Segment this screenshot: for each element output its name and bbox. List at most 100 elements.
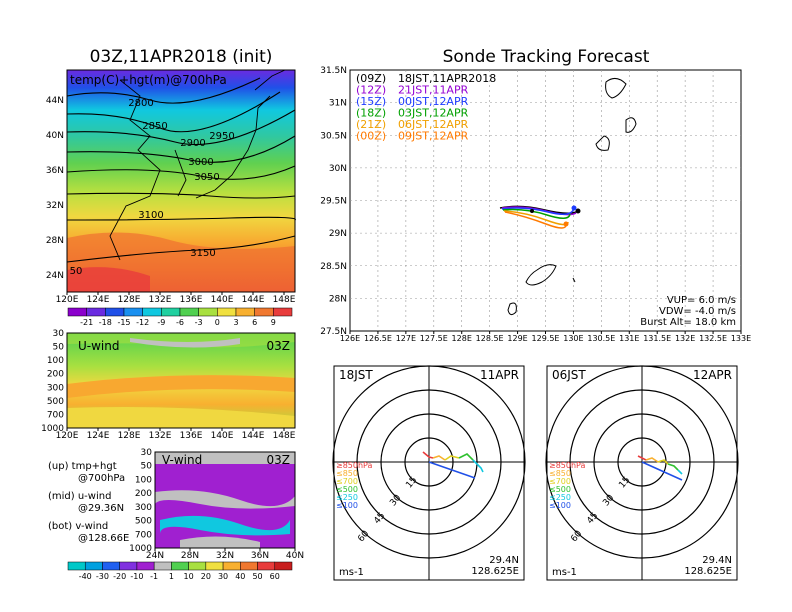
legend-jst: 09JST,12APR: [398, 130, 469, 143]
lat-tick-label: 30.5N: [320, 131, 347, 141]
track-end-point: [571, 205, 577, 211]
track-start-point: [530, 209, 534, 213]
lon-tick-label: 131E: [619, 334, 639, 343]
contour-label-group: 2800 2850 2900 2950 3000 3050 3100 3150 …: [70, 98, 235, 277]
u-wind-frame: [66, 332, 296, 429]
lon-tick-label: 120E: [56, 431, 79, 441]
legend-utc: (00Z): [356, 130, 386, 143]
colorbar-swatch: [240, 561, 258, 571]
contour-line: [66, 216, 296, 221]
lat-tick-label: 36N: [251, 551, 269, 561]
colorbar-swatch: [67, 307, 87, 317]
colorbar-label: 40: [235, 572, 245, 581]
contour-line: [66, 91, 281, 133]
colorbar-label: 3: [233, 318, 238, 327]
lon-axis: 120E 124E 128E 132E 136E 140E 144E 148E: [56, 292, 296, 305]
vup-text: VUP= 6.0 m/s: [667, 295, 736, 306]
wind-colorbar: -40 -30 -20 -10 -1 1 10 20 30 40 50 60: [67, 561, 293, 581]
lon-tick-label: 144E: [242, 431, 265, 441]
lon-tick-label: 128E: [118, 295, 141, 305]
colorbar-swatch: [273, 307, 293, 317]
lon-tick-label: 127.5E: [420, 334, 448, 343]
colorbar-label: 6: [252, 318, 257, 327]
pressure-tick-label: 1000: [129, 544, 152, 554]
lon-tick-label: 130.5E: [587, 334, 615, 343]
colorbar-label: 0: [215, 318, 220, 327]
hodo-unit: ms-1: [339, 567, 364, 578]
track-endpoints: [530, 205, 581, 227]
lon-tick-label: 144E: [242, 295, 265, 305]
lon-tick-label: 132.5E: [699, 334, 727, 343]
lon-tick-label: 136E: [180, 431, 203, 441]
hodo-trace: [422, 451, 434, 459]
lat-tick-label: 28.5N: [320, 262, 347, 272]
temp-map-frame: [66, 69, 296, 293]
island: [595, 135, 610, 151]
lon-tick-label: 120E: [56, 295, 79, 305]
lat-tick-label: 32N: [216, 551, 234, 561]
colorbar-label: 1: [169, 572, 174, 581]
colorbar-label: -21: [80, 318, 93, 327]
lat-tick-label: 27.5N: [320, 327, 347, 337]
colorbar-label: -6: [176, 318, 184, 327]
track-15z: [501, 207, 575, 215]
coast-japan: [195, 95, 271, 199]
hodo-level-label: ≤700: [336, 477, 358, 486]
colorbar-swatch: [179, 307, 199, 317]
colorbar-swatch: [123, 307, 143, 317]
hodo-lat: 29.4N: [489, 555, 519, 566]
contour-label: 2950: [209, 131, 234, 142]
legend-jst: 06JST,12APR: [398, 118, 469, 131]
pressure-tick-label: 30: [141, 448, 153, 458]
pressure-tick-label: 300: [47, 383, 64, 393]
hodo-lat: 29.4N: [702, 555, 732, 566]
track-params: VUP= 6.0 m/s VDW= -4.0 m/s Burst Alt= 18…: [640, 295, 736, 328]
colorbar-swatch: [274, 561, 293, 571]
contour-line: [66, 192, 296, 199]
colorbar-swatch: [119, 561, 138, 571]
colorbar-label: 9: [271, 318, 276, 327]
island: [625, 117, 637, 133]
hodo-time: 18JST: [339, 368, 373, 382]
lon-tick-label: 129E: [507, 334, 527, 343]
colorbar-label: 20: [201, 572, 211, 581]
note-up2: @700hPa: [78, 473, 125, 484]
legend-jst: 03JST,12APR: [398, 107, 469, 120]
colorbar-swatch: [254, 307, 274, 317]
coast-korea: [174, 149, 187, 197]
hodo-trace: [645, 457, 659, 463]
coastlines: [109, 69, 286, 261]
track-18z: [502, 208, 571, 219]
u-wind-yellow: [67, 407, 295, 428]
colorbar-swatch: [222, 561, 241, 571]
colorbar-label: -40: [79, 572, 92, 581]
contour-label: 50: [70, 266, 83, 277]
lat-tick-label: 28N: [329, 294, 347, 304]
lon-tick-label: 132E: [149, 295, 172, 305]
hodo-trace: [458, 453, 474, 461]
colorbar-swatch: [188, 561, 207, 571]
pressure-tick-label: 100: [47, 356, 64, 366]
pressure-tick-label: 200: [135, 489, 152, 499]
v-wind-cyan: [160, 515, 290, 536]
hodo-level-label: ≤100: [336, 501, 358, 510]
coast-china: [109, 79, 161, 261]
contour-line: [66, 77, 261, 104]
lon-tick-label: 124E: [87, 295, 110, 305]
pressure-tick-label: 700: [47, 410, 64, 420]
lon-tick-label: 128.5E: [476, 334, 504, 343]
colorbar-swatch: [102, 561, 120, 571]
contour-label: 3050: [194, 172, 219, 183]
hodo-trace: [444, 455, 460, 461]
contour-line: [66, 135, 296, 163]
colorbar-label: -15: [117, 318, 130, 327]
hodo-trace: [667, 463, 679, 471]
colorbar-swatch: [136, 561, 155, 571]
track-lon-axis: 126E 126.5E 127E 127.5E 128E 128.5E 129E 129.5E…: [340, 331, 751, 343]
lat-tick-label: 28N: [181, 551, 199, 561]
colorbar-swatch: [161, 307, 181, 317]
u-wind-orange: [67, 375, 295, 398]
colorbar-swatch: [235, 307, 255, 317]
